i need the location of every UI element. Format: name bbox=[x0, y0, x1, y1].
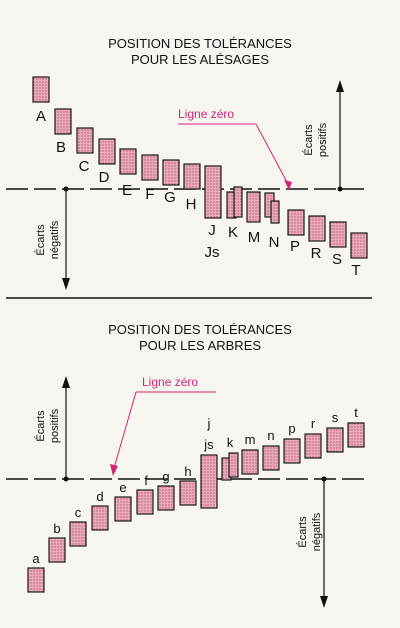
bore-box-E bbox=[119, 148, 137, 175]
shaft-letter-js: js bbox=[203, 437, 214, 452]
bore-title-line2: POUR LES ALÉSAGES bbox=[131, 52, 269, 67]
shaft-zero-line-label: Ligne zéro bbox=[142, 375, 198, 389]
shaft-positive-arrowhead bbox=[62, 376, 70, 388]
bore-box-D bbox=[98, 138, 116, 165]
shaft-box-r bbox=[304, 433, 322, 459]
bore-positive-label-1: Écarts bbox=[302, 124, 315, 156]
shaft-box-p bbox=[283, 438, 301, 464]
bore-negative-label-2: négatifs bbox=[49, 220, 61, 259]
bore-letter-Js: Js bbox=[205, 244, 220, 261]
bore-box-B bbox=[54, 108, 72, 135]
shaft-box-c bbox=[69, 521, 87, 547]
bore-box-R bbox=[308, 215, 326, 242]
bore-letter-H: H bbox=[186, 196, 197, 213]
bore-letter-G: G bbox=[164, 189, 176, 206]
shaft-negative-label-2: négatifs bbox=[311, 512, 323, 551]
shaft-letter-p: p bbox=[288, 421, 295, 436]
shaft-letter-t: t bbox=[354, 405, 358, 420]
shaft-title-line1: POSITION DES TOLÉRANCES bbox=[108, 322, 292, 337]
bore-letter-M: M bbox=[248, 229, 261, 246]
shaft-box-n bbox=[262, 445, 280, 471]
bore-box-C bbox=[76, 127, 94, 154]
shaft-zero-pointer-d bbox=[113, 391, 137, 469]
bore-box-Js bbox=[233, 186, 243, 218]
shaft-box-k bbox=[228, 452, 239, 478]
bore-letter-C: C bbox=[79, 158, 90, 175]
shaft-letter-a: a bbox=[32, 551, 40, 566]
shaft-letter-s: s bbox=[332, 410, 339, 425]
bore-box-P bbox=[287, 209, 305, 236]
bore-box-G bbox=[162, 159, 180, 186]
bore-letter-E: E bbox=[122, 182, 132, 199]
shaft-box-t bbox=[347, 422, 365, 448]
bore-letter-D: D bbox=[99, 169, 110, 186]
shaft-box-f bbox=[136, 489, 154, 515]
shaft-letter-j: j bbox=[207, 416, 211, 431]
bore-box-T bbox=[350, 232, 368, 259]
bore-letter-R: R bbox=[311, 245, 322, 262]
bore-letter-A: A bbox=[36, 108, 46, 125]
shaft-title-line2: POUR LES ARBRES bbox=[139, 338, 261, 353]
shaft-box-s bbox=[326, 427, 344, 453]
bore-negative-arrowhead bbox=[62, 278, 70, 290]
bore-box-A bbox=[32, 76, 50, 103]
shaft-box-e bbox=[114, 496, 132, 522]
bore-letter-P: P bbox=[290, 238, 300, 255]
bore-positive-label-2: positifs bbox=[317, 122, 329, 157]
bore-positive-arrowhead bbox=[336, 80, 344, 92]
shaft-positive-label-2: positifs bbox=[49, 408, 61, 443]
bore-box-H bbox=[183, 163, 201, 190]
shaft-letter-m: m bbox=[245, 432, 256, 447]
bore-letter-B: B bbox=[56, 139, 66, 156]
shaft-letter-e: e bbox=[119, 480, 126, 495]
bore-zero-pointer-head bbox=[284, 180, 292, 190]
shaft-letter-h: h bbox=[184, 464, 191, 479]
bore-zero-line-label: Ligne zéro bbox=[178, 107, 234, 121]
bore-letter-K: K bbox=[228, 224, 238, 241]
shaft-box-j bbox=[200, 454, 218, 509]
shaft-box-m bbox=[241, 449, 259, 475]
bore-box-K bbox=[246, 191, 261, 223]
shaft-negative-arrowhead bbox=[320, 596, 328, 608]
bore-section: POSITION DES TOLÉRANCES POUR LES ALÉSAGE… bbox=[6, 36, 368, 290]
shaft-box-h bbox=[179, 480, 197, 506]
shaft-letter-d: d bbox=[96, 489, 103, 504]
shaft-negative-label-1: Écarts bbox=[296, 516, 309, 548]
bore-negative-label-1: Écarts bbox=[34, 224, 47, 256]
shaft-section: POSITION DES TOLÉRANCES POUR LES ARBRES … bbox=[6, 322, 366, 608]
shaft-letter-c: c bbox=[75, 505, 82, 520]
bore-letter-F: F bbox=[145, 186, 154, 203]
shaft-letter-n: n bbox=[267, 428, 274, 443]
shaft-letter-b: b bbox=[53, 521, 60, 536]
bore-box-J bbox=[204, 165, 222, 219]
shaft-box-g bbox=[157, 485, 175, 511]
shaft-box-b bbox=[48, 537, 66, 563]
shaft-letter-g: g bbox=[162, 469, 169, 484]
shaft-zero-pointer-head bbox=[110, 464, 118, 476]
shaft-positive-label-1: Écarts bbox=[34, 410, 47, 442]
bore-title-line1: POSITION DES TOLÉRANCES bbox=[108, 36, 292, 51]
bore-letter-S: S bbox=[332, 251, 342, 268]
bore-box-N bbox=[270, 200, 280, 224]
shaft-box-d bbox=[91, 505, 109, 531]
shaft-letter-k: k bbox=[227, 435, 234, 450]
bore-letter-N: N bbox=[269, 234, 280, 251]
shaft-letter-f: f bbox=[144, 473, 148, 488]
bore-box-S bbox=[329, 221, 347, 248]
bore-letter-T: T bbox=[351, 262, 360, 279]
bore-zero-pointer-d bbox=[255, 123, 289, 185]
shaft-letter-r: r bbox=[311, 416, 316, 431]
bore-box-F bbox=[141, 154, 159, 181]
shaft-box-a bbox=[27, 567, 45, 593]
bore-letter-J: J bbox=[208, 222, 216, 239]
